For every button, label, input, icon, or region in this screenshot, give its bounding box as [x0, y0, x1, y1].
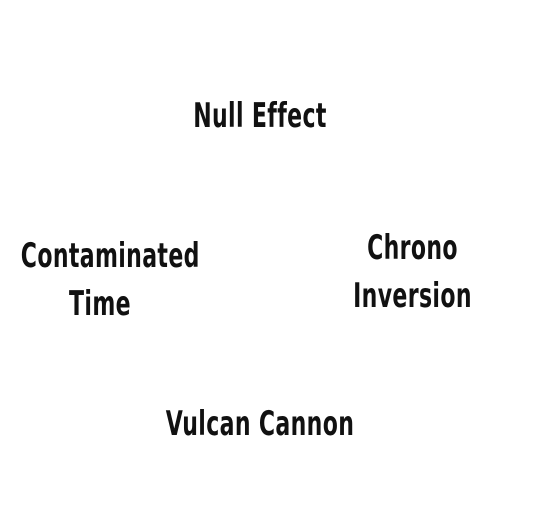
option-label-line: Chrono	[367, 228, 458, 268]
option-label-line: Vulcan Cannon	[165, 404, 355, 444]
option-label-line: Contaminated	[20, 236, 200, 276]
option-null-effect[interactable]: Null Effect	[166, 92, 353, 140]
option-label-line: Time	[69, 284, 131, 324]
option-label-line: Null Effect	[193, 96, 327, 136]
option-chrono-inversion[interactable]: Chrono Inversion	[328, 224, 497, 320]
option-label-line: Inversion	[353, 276, 472, 316]
option-vulcan-cannon[interactable]: Vulcan Cannon	[152, 400, 368, 448]
option-contaminated-time[interactable]: Contaminated Time	[20, 232, 200, 328]
